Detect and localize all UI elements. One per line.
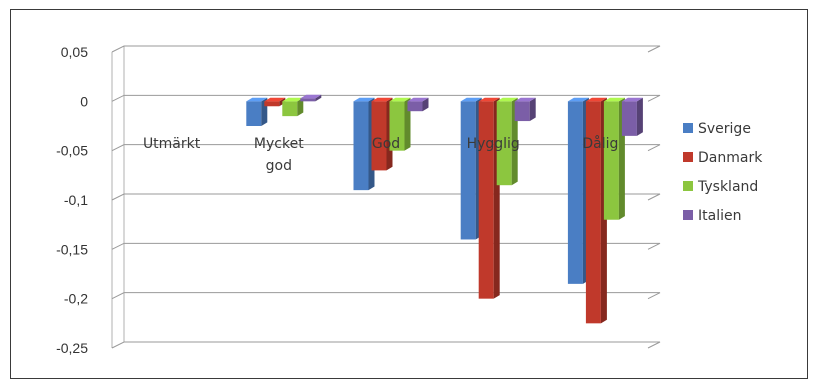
bar-top (514, 97, 536, 102)
bar-face (496, 101, 512, 186)
gridline (111, 341, 661, 349)
category-label: Utmärkt (143, 136, 201, 152)
y-tick-label: -0,15 (56, 241, 88, 257)
gridlines (111, 45, 661, 349)
bar (585, 97, 607, 324)
bar (567, 97, 589, 284)
bar-face (621, 101, 637, 136)
bar (478, 97, 500, 299)
legend-swatch (683, 181, 693, 191)
bar-top (621, 97, 643, 102)
legend-item: Sverige (683, 121, 751, 137)
gridline (111, 292, 661, 300)
legend: Sverige Danmark Tyskland Italien (683, 121, 763, 224)
bar-face (282, 101, 298, 117)
legend-swatch (683, 210, 693, 220)
bar-face (407, 101, 423, 112)
legend-label: Italien (698, 208, 741, 224)
bar-face (246, 101, 262, 126)
bar (282, 97, 304, 117)
legend-label: Sverige (698, 121, 751, 137)
y-tick-label: -0,2 (64, 291, 88, 307)
bar-top (460, 97, 482, 102)
bar-top (264, 97, 286, 102)
category-label: God (372, 136, 400, 152)
bar-top (603, 97, 625, 102)
bar-chart: 0,05 0 -0,05 -0,1 -0,15 -0,2 -0,25 Utmärkt Mycke… (56, 44, 763, 356)
bar-top (496, 97, 518, 102)
y-tick-label: -0,25 (56, 340, 88, 356)
bar (264, 97, 286, 107)
bar-side (315, 94, 322, 102)
bar-face (478, 101, 494, 299)
gridline (111, 45, 661, 53)
bar-top (353, 97, 375, 102)
category-label: Hygglig (467, 136, 520, 152)
bar-top (478, 97, 500, 102)
bar-face (264, 101, 280, 107)
bar-top (246, 97, 268, 102)
bar-face (389, 101, 405, 151)
gridline (111, 193, 661, 201)
legend-item: Danmark (683, 150, 763, 166)
bar-top (585, 97, 607, 102)
bar-face (603, 101, 619, 220)
bar (460, 97, 482, 240)
bars (246, 94, 643, 324)
bar-top (389, 97, 411, 102)
legend-label: Tyskland (697, 179, 758, 195)
gridline (111, 94, 661, 102)
legend-label: Danmark (698, 150, 763, 166)
bar-side (529, 97, 536, 122)
bar-face (371, 101, 387, 171)
bar-top (282, 97, 304, 102)
bar (300, 94, 322, 102)
bar-face (585, 101, 601, 324)
bar-top (407, 97, 429, 102)
y-tick-label: 0,05 (61, 44, 88, 60)
y-tick-label: -0,1 (64, 192, 88, 208)
bar (407, 97, 429, 112)
bar-side (297, 97, 304, 117)
bar-top (567, 97, 589, 102)
bar (371, 97, 393, 171)
bar-side (636, 97, 643, 136)
legend-swatch (683, 152, 693, 162)
legend-item: Tyskland (683, 179, 758, 195)
bar-face (353, 101, 369, 191)
y-tick-label: 0 (80, 93, 88, 109)
bar-face (300, 98, 316, 102)
gridline (111, 242, 661, 250)
bar (603, 97, 625, 220)
bar-side (422, 97, 429, 112)
bar-face (514, 101, 530, 122)
y-tick-label: -0,05 (56, 143, 88, 159)
bar (496, 97, 518, 186)
bar-top (300, 94, 322, 99)
bar-face (460, 101, 476, 240)
bar-face (567, 101, 583, 284)
bar (621, 97, 643, 136)
legend-swatch (683, 123, 693, 133)
category-label: Dålig (582, 135, 618, 152)
legend-item: Italien (683, 208, 741, 224)
bar (514, 97, 536, 122)
bar (246, 97, 268, 126)
category-label: Mycket god (254, 136, 304, 174)
bar-top (371, 97, 393, 102)
